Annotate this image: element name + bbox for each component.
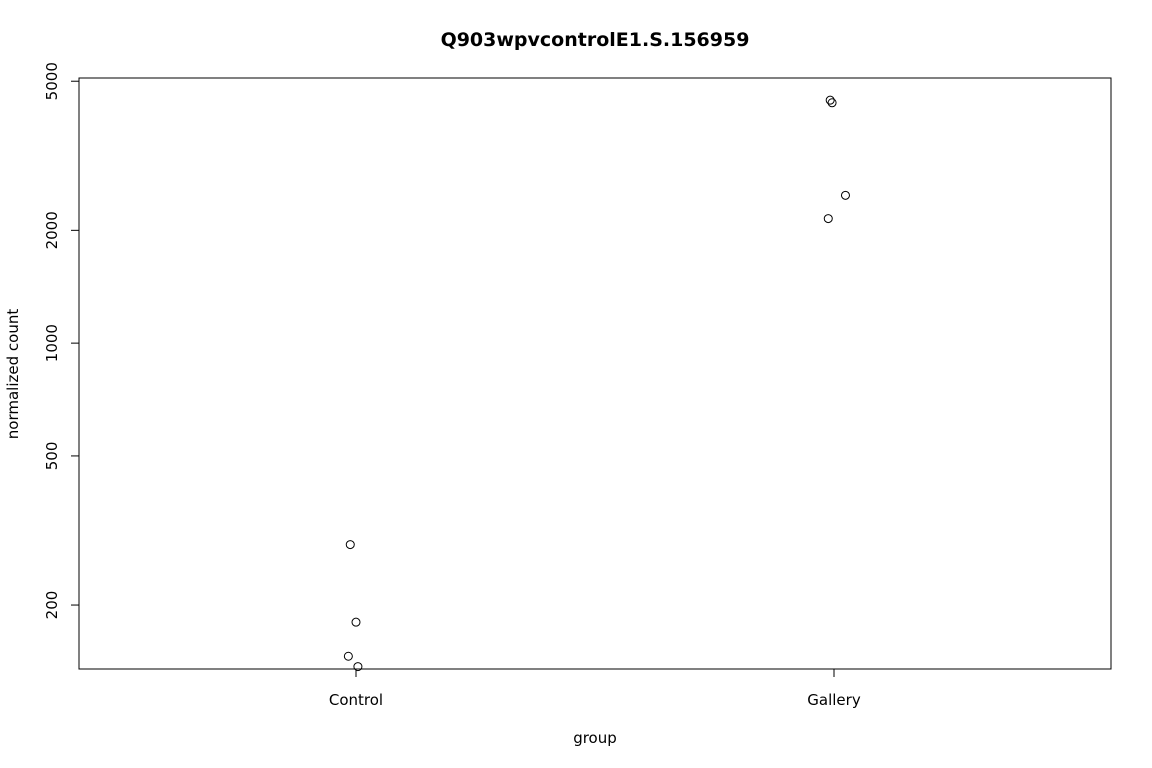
data-point: [351, 617, 361, 627]
y-tick-label: 500: [43, 442, 61, 471]
y-tick-label: 1000: [43, 324, 61, 362]
data-point: [343, 651, 353, 661]
y-axis: 200 500 1000 2000 5000: [43, 62, 79, 619]
data-point: [825, 95, 835, 105]
data-point: [345, 540, 355, 550]
chart-title: Q903wpvcontrolE1.S.156959: [441, 29, 750, 51]
x-tick-label: Control: [329, 691, 383, 709]
data-point: [823, 214, 833, 224]
data-point: [353, 662, 363, 672]
data-point: [827, 98, 837, 108]
x-axis: Control Gallery: [329, 669, 861, 709]
x-tick-label: Gallery: [807, 691, 861, 709]
data-point: [840, 190, 850, 200]
y-axis-label: normalized count: [4, 309, 22, 440]
y-tick-label: 5000: [43, 62, 61, 100]
data-points: [343, 95, 850, 672]
y-tick-label: 200: [43, 591, 61, 620]
x-axis-label: group: [573, 729, 617, 747]
y-tick-label: 2000: [43, 211, 61, 249]
plot-frame: [78, 77, 1112, 670]
